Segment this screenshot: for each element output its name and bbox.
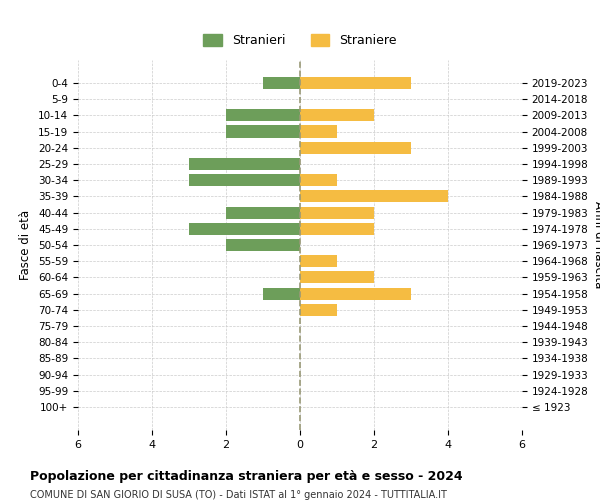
Bar [226,126,300,138]
Bar [300,288,411,300]
Bar [300,304,337,316]
Bar [189,174,300,186]
Bar [263,77,300,89]
Bar [263,288,300,300]
Text: COMUNE DI SAN GIORIO DI SUSA (TO) - Dati ISTAT al 1° gennaio 2024 - TUTTITALIA.I: COMUNE DI SAN GIORIO DI SUSA (TO) - Dati… [30,490,447,500]
Y-axis label: Fasce di età: Fasce di età [19,210,32,280]
Text: Popolazione per cittadinanza straniera per età e sesso - 2024: Popolazione per cittadinanza straniera p… [30,470,463,483]
Bar [189,222,300,235]
Bar [300,272,374,283]
Bar [300,206,374,218]
Bar [300,190,448,202]
Bar [300,255,337,268]
Bar [300,126,337,138]
Bar [300,222,374,235]
Legend: Stranieri, Straniere: Stranieri, Straniere [198,29,402,52]
Bar [226,206,300,218]
Bar [226,239,300,251]
Bar [300,109,374,122]
Bar [300,142,411,154]
Bar [300,77,411,89]
Y-axis label: Anni di nascita: Anni di nascita [592,202,600,288]
Bar [226,109,300,122]
Bar [189,158,300,170]
Bar [300,174,337,186]
